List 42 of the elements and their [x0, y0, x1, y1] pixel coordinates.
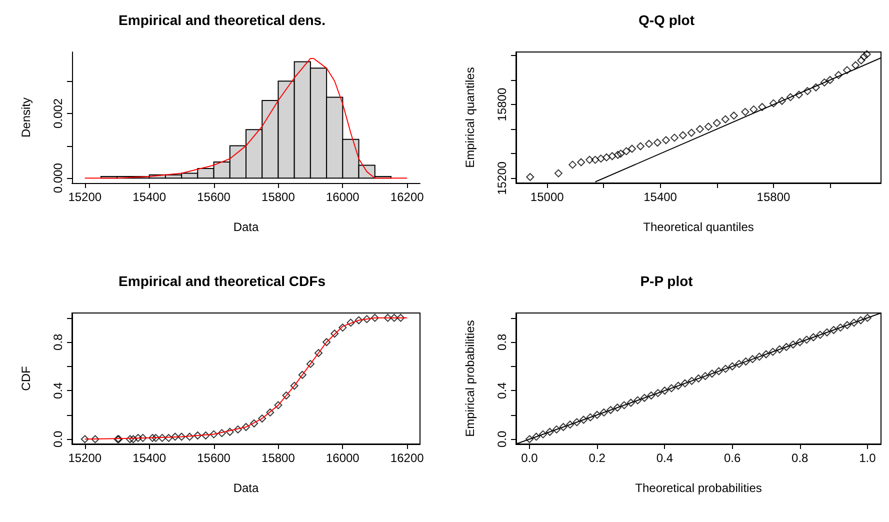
chart-title: Empirical and theoretical CDFs — [118, 273, 326, 289]
x-tick-label: 0.8 — [792, 451, 809, 465]
y-tick-label: 0.4 — [495, 382, 509, 399]
x-tick-label: 1.0 — [859, 451, 876, 465]
x-axis-title: Theoretical probabilities — [635, 481, 762, 495]
x-tick-label: 15800 — [756, 190, 790, 204]
x-axis-title: Data — [233, 481, 259, 495]
y-tick-label: 0.4 — [51, 382, 65, 399]
y-axis-title: Empirical probabilities — [463, 320, 477, 437]
y-tick-label: 0.0 — [495, 430, 509, 448]
x-tick-label: 16200 — [390, 190, 424, 204]
y-axis-title: CDF — [19, 366, 33, 391]
y-tick-label: 0.0 — [51, 430, 65, 448]
x-axis-title: Theoretical quantiles — [643, 220, 754, 234]
x-tick-label: 15000 — [530, 190, 564, 204]
x-axis-title: Data — [233, 220, 259, 234]
x-tick-label: 15200 — [68, 190, 102, 204]
y-tick-label: 0.000 — [51, 162, 65, 194]
x-tick-label: 15800 — [262, 190, 296, 204]
y-tick-label: 0.8 — [51, 333, 65, 350]
chart-title: Q-Q plot — [638, 12, 695, 28]
x-tick-label: 15200 — [68, 451, 102, 465]
x-tick-label: 16200 — [390, 451, 424, 465]
x-tick-label: 16000 — [326, 190, 360, 204]
y-tick-label: 0.002 — [51, 98, 65, 128]
x-tick-label: 15400 — [132, 451, 166, 465]
x-tick-label: 15400 — [132, 190, 166, 204]
x-tick-label: 0.6 — [724, 451, 741, 465]
y-tick-label: 15800 — [495, 88, 509, 122]
y-tick-label: 0.8 — [495, 333, 509, 350]
chart-title: P-P plot — [640, 273, 694, 289]
x-tick-label: 15600 — [197, 190, 231, 204]
y-axis-title: Density — [19, 97, 33, 138]
chart-title: Empirical and theoretical dens. — [118, 12, 326, 28]
y-axis-title: Empirical quantiles — [463, 67, 477, 168]
x-tick-label: 15800 — [262, 451, 296, 465]
x-tick-label: 15600 — [197, 451, 231, 465]
x-tick-label: 16000 — [326, 451, 360, 465]
x-tick-label: 0.4 — [656, 451, 674, 465]
x-tick-label: 15400 — [644, 190, 678, 204]
x-tick-label: 0.2 — [588, 451, 606, 465]
x-tick-label: 0.0 — [521, 451, 538, 465]
